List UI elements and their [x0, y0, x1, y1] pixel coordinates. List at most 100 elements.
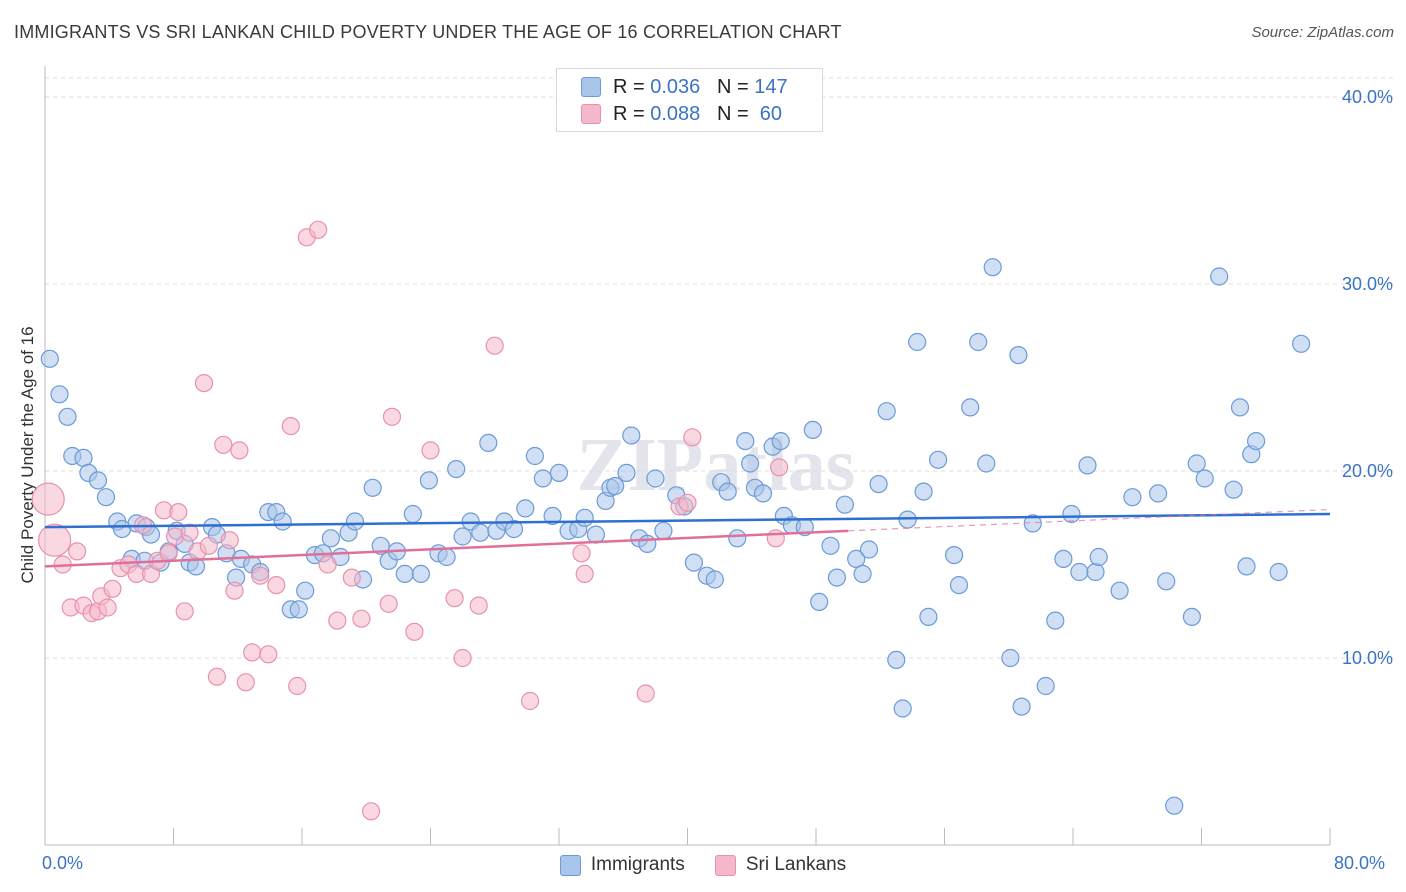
immigrants-point [411, 564, 430, 584]
immigrants-point [543, 506, 562, 526]
y-tick-labels: 10.0% 20.0% 30.0% 40.0% [1342, 87, 1393, 668]
sri-lankans-point [328, 611, 347, 630]
sri-lankans-point [453, 648, 472, 668]
immigrants-point [40, 349, 59, 368]
immigrants-point [1230, 398, 1250, 417]
immigrants-point [471, 523, 490, 542]
immigrants-point [928, 450, 948, 469]
immigrants-point [914, 482, 933, 501]
immigrants-point [516, 499, 535, 518]
immigrants-point [869, 475, 888, 494]
n-label: N = [716, 102, 749, 125]
immigrants-point [289, 600, 308, 619]
sri-lankans-point [225, 581, 244, 600]
immigrants-point [1054, 549, 1073, 569]
immigrants-point [969, 332, 988, 352]
trend-lines [44, 508, 1331, 568]
r-value: 0.036 [650, 75, 701, 98]
y-tick-label: 10.0% [1342, 648, 1393, 668]
sri-lankans-swatch [581, 104, 601, 124]
immigrants-point [1187, 454, 1206, 473]
immigrants-point [1062, 504, 1081, 524]
sri-lankans-point [199, 536, 218, 555]
immigrants-point [983, 258, 1002, 277]
immigrants-point [1089, 547, 1108, 567]
immigrants-point [533, 469, 553, 488]
sri-lankans-point [259, 645, 278, 664]
immigrants-point [74, 448, 93, 467]
immigrants-point [1001, 648, 1020, 668]
sri-lankans-point [243, 643, 262, 662]
chart-title: IMMIGRANTS VS SRI LANKAN CHILD POVERTY U… [14, 22, 842, 42]
immigrants-point [504, 519, 524, 539]
immigrants-point [1036, 676, 1055, 696]
sri-lankans-point [31, 482, 65, 516]
immigrants-point [977, 454, 996, 473]
legend-item-sri-lankans[interactable]: Sri Lankans [714, 854, 847, 876]
legend-label-sri-lankans: Sri Lankans [745, 854, 847, 875]
r-label: R = [613, 102, 645, 125]
sri-lankans-point [766, 529, 785, 548]
immigrants-point [1046, 611, 1065, 630]
immigrants-point [859, 540, 879, 559]
immigrants-point [1110, 581, 1129, 600]
sri-lankans-point [98, 598, 117, 617]
immigrants-point [617, 463, 636, 482]
sri-lankans-point [342, 568, 361, 587]
immigrants-swatch [581, 77, 601, 97]
immigrants-point [1123, 488, 1142, 507]
immigrants-point [810, 592, 829, 612]
sri-lankans-point [169, 502, 188, 522]
sri-lankans-point [267, 575, 286, 595]
immigrants-point [887, 650, 906, 670]
immigrants-point [1269, 562, 1288, 582]
immigrants-point [853, 564, 872, 584]
immigrants-point [437, 547, 456, 567]
immigrants-point [821, 536, 840, 555]
immigrants-point [1224, 480, 1243, 499]
immigrants-point [1009, 346, 1028, 365]
immigrants-trend-line [44, 512, 1331, 529]
sri-lankans-point [421, 441, 440, 460]
sri-lankans-point [683, 428, 702, 447]
stats-row-sri-lankans: R = 0.088 N = 60 [581, 102, 782, 126]
legend-item-immigrants[interactable]: Immigrants [559, 854, 685, 876]
sri-lankans-point [236, 673, 255, 692]
immigrants-point [1086, 562, 1105, 582]
immigrants-point [549, 463, 569, 482]
sri-lankans-point [230, 441, 249, 460]
immigrants-point [1070, 562, 1089, 582]
immigrants-point [321, 529, 340, 548]
r-value: 0.088 [650, 102, 701, 125]
immigrants-point [1078, 456, 1097, 475]
immigrants-point [58, 407, 77, 426]
immigrants-point [479, 433, 498, 452]
x-tick-min: 0.0% [42, 853, 84, 873]
immigrants-point [827, 568, 847, 587]
immigrants-point [654, 521, 673, 540]
sri-lankans-point [194, 374, 214, 393]
sri-lankans-point [769, 458, 789, 477]
x-tick-max: 80.0% [1334, 853, 1386, 873]
immigrants-point [646, 469, 665, 488]
immigrants-point [419, 471, 438, 490]
immigrants-point [753, 484, 773, 503]
n-label: N = [716, 75, 749, 98]
immigrants-point [1246, 432, 1266, 451]
immigrants-point [371, 536, 390, 555]
immigrants-point [622, 426, 641, 445]
immigrants-legend-swatch [559, 854, 581, 876]
sri-lankans-point [180, 523, 199, 542]
sri-lankans-point [678, 493, 697, 512]
sri-lankans-point [469, 596, 488, 615]
immigrants-point [908, 332, 927, 352]
immigrants-point [944, 545, 964, 565]
r-label: R = [613, 75, 645, 98]
immigrants-point [296, 581, 315, 600]
sri-lankans-point [207, 667, 226, 686]
sri-lankans-point [67, 542, 87, 561]
immigrants-point [1291, 334, 1311, 353]
sri-lankans-series [31, 220, 789, 821]
immigrants-point [453, 527, 472, 546]
sri-lankans-point [520, 691, 540, 711]
